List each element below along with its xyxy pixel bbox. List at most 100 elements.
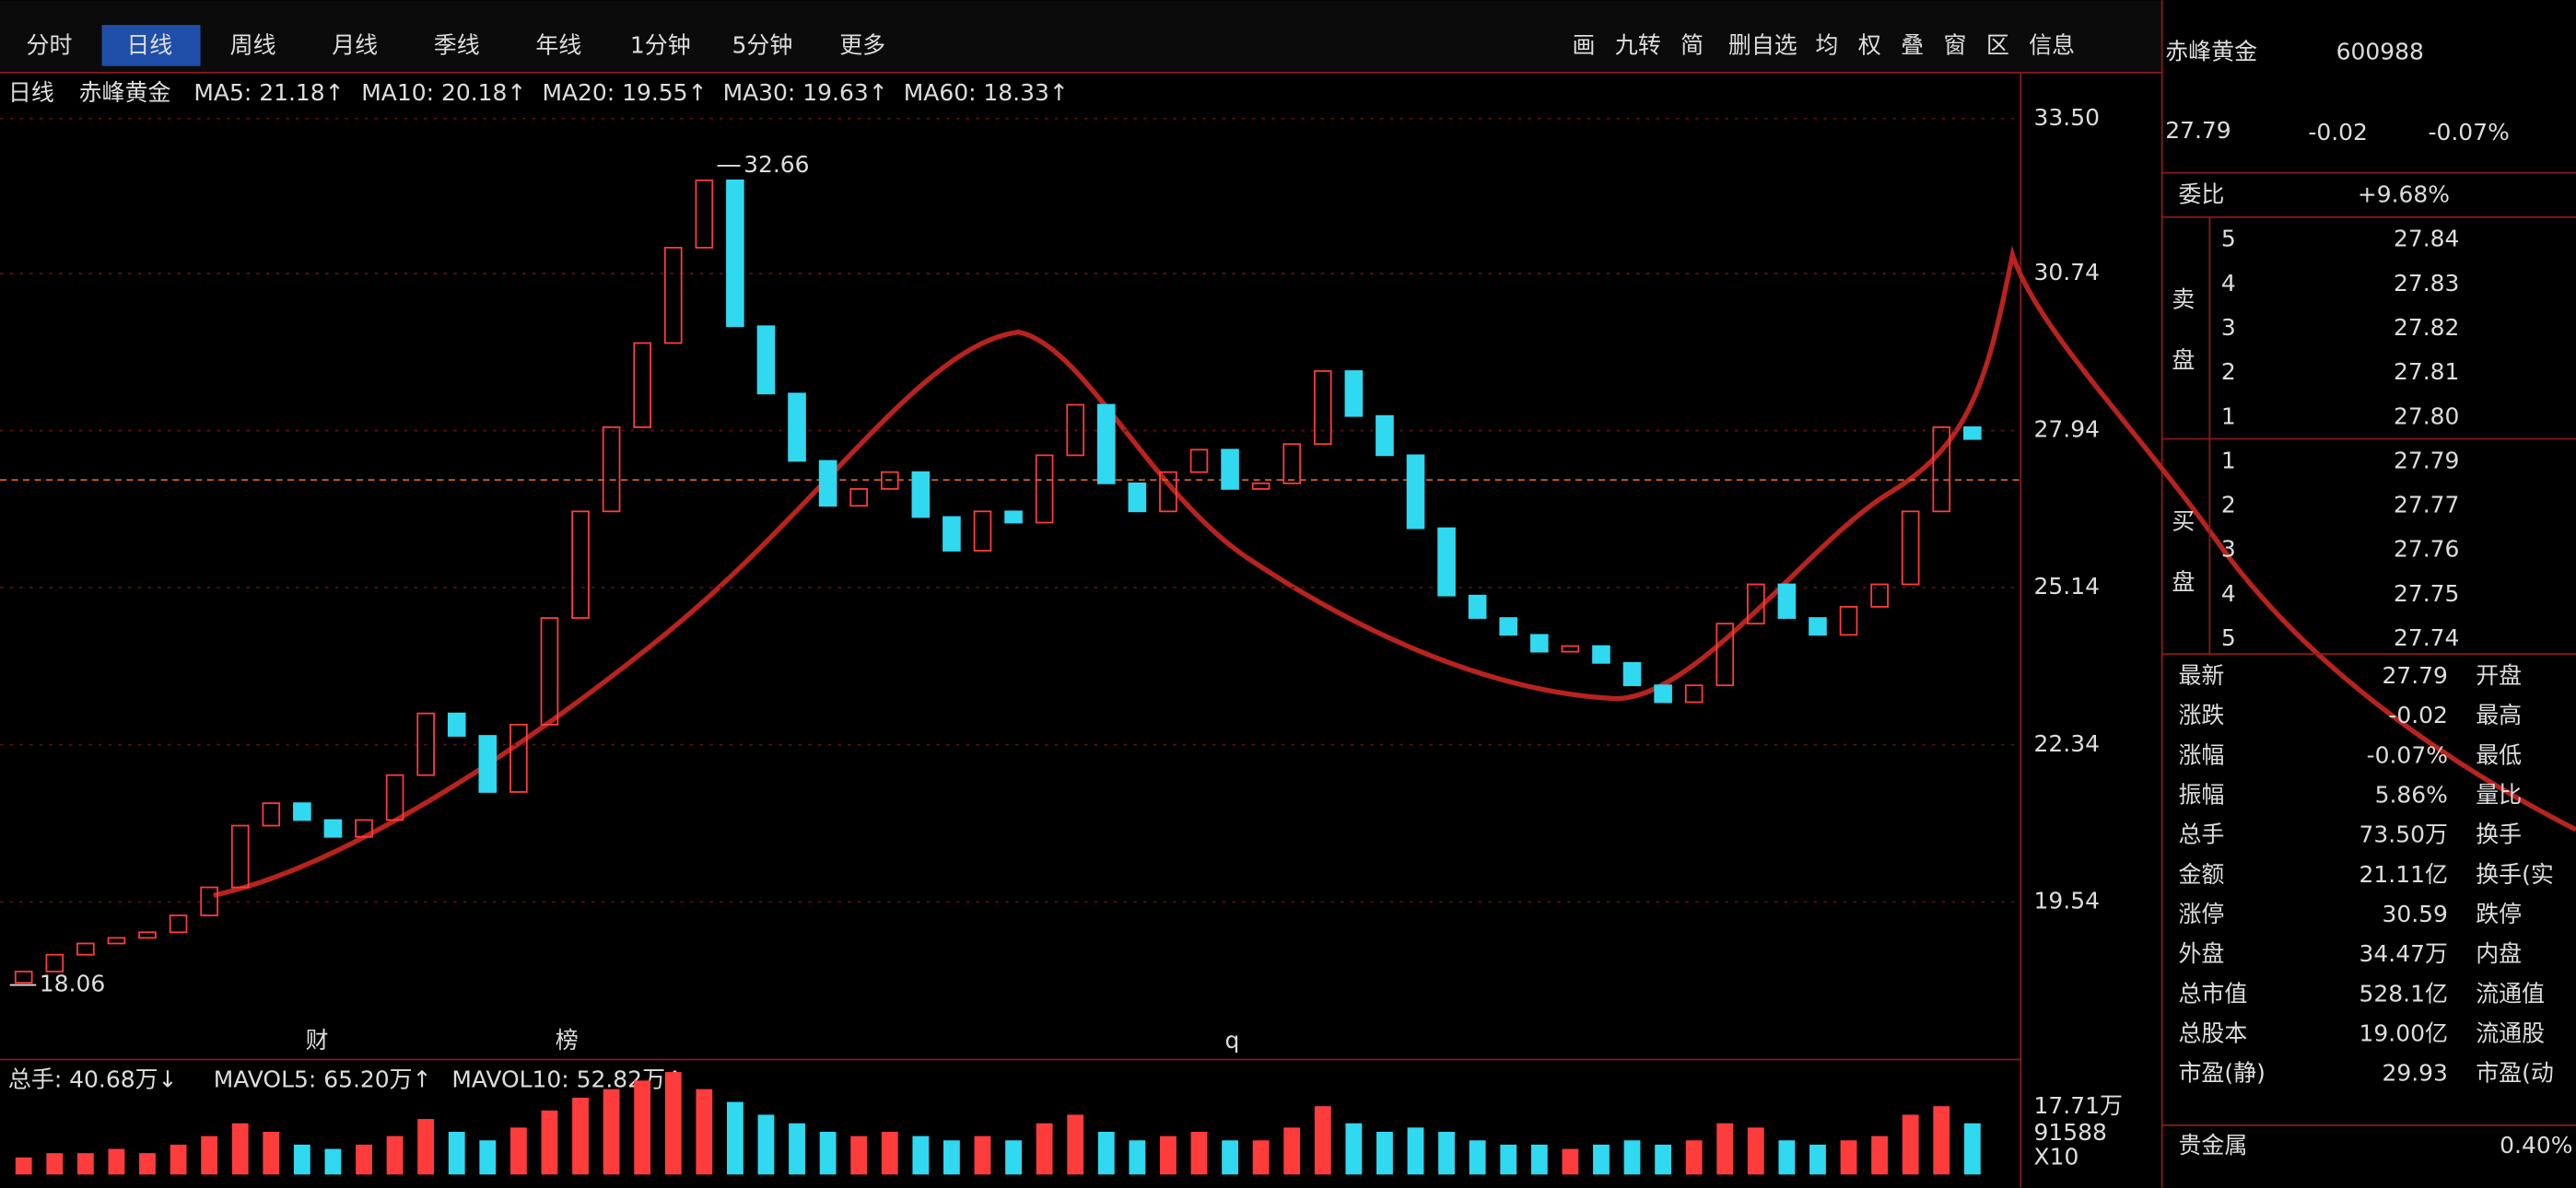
tab[interactable]: 季线 bbox=[434, 31, 480, 58]
volume-bar bbox=[1593, 1144, 1610, 1175]
stat-label: 量比 bbox=[2476, 782, 2522, 809]
candle bbox=[1221, 448, 1239, 490]
ma-legend: MA10: 20.18↑ bbox=[361, 79, 526, 106]
level-price: 27.84 bbox=[2394, 226, 2459, 252]
y-tick-label: 33.50 bbox=[2034, 104, 2100, 131]
volume-bar bbox=[1469, 1140, 1486, 1175]
side-label: 买 bbox=[2172, 507, 2195, 534]
tab[interactable]: 年线 bbox=[535, 31, 581, 58]
stat-label: 内盘 bbox=[2476, 940, 2522, 967]
candle bbox=[478, 735, 498, 793]
tab[interactable]: 月线 bbox=[332, 31, 378, 58]
volume-bar bbox=[46, 1153, 64, 1175]
volume-bar bbox=[1067, 1114, 1084, 1175]
candle bbox=[1715, 623, 1735, 687]
candle bbox=[1128, 482, 1147, 513]
candle bbox=[602, 426, 621, 513]
tab[interactable]: 更多 bbox=[839, 31, 885, 58]
candle bbox=[200, 886, 218, 916]
volume-bar bbox=[1005, 1140, 1022, 1175]
volume-bar bbox=[1407, 1127, 1424, 1175]
stat-value: 29.93 bbox=[2382, 1060, 2447, 1087]
quote-change: -0.02 bbox=[2308, 119, 2368, 146]
tool[interactable]: 九转 bbox=[1615, 31, 1661, 58]
tab[interactable]: 1分钟 bbox=[630, 31, 691, 58]
candle bbox=[1468, 594, 1487, 619]
volume-bar bbox=[1345, 1123, 1363, 1175]
stat-label: 流通值 bbox=[2476, 980, 2545, 1007]
candle bbox=[76, 942, 95, 956]
volume-bar bbox=[1747, 1127, 1764, 1175]
candle bbox=[230, 824, 250, 889]
candle bbox=[355, 819, 373, 838]
volume-bar bbox=[1283, 1127, 1301, 1175]
level: 2 bbox=[2221, 358, 2236, 385]
volume-bar bbox=[1129, 1140, 1146, 1175]
tool[interactable]: 窗 bbox=[1943, 31, 1966, 58]
candle bbox=[1870, 583, 1889, 608]
side-label: 卖 bbox=[2172, 286, 2195, 313]
candle bbox=[1344, 370, 1364, 417]
level-price: 27.81 bbox=[2394, 358, 2459, 385]
stat-label: 涨跌 bbox=[2178, 702, 2224, 728]
tool[interactable]: 区 bbox=[1986, 31, 2009, 58]
candle bbox=[633, 342, 651, 428]
tool[interactable]: 画 bbox=[1572, 31, 1595, 58]
toolbar bbox=[0, 0, 2162, 73]
period: 日线 bbox=[8, 79, 54, 106]
tool[interactable]: 叠 bbox=[1901, 31, 1924, 58]
y-tick-label: 22.34 bbox=[2034, 730, 2100, 757]
candle bbox=[1901, 510, 1920, 586]
ma-legend: MA20: 19.55↑ bbox=[542, 79, 707, 106]
candle bbox=[169, 914, 188, 934]
volume-bar bbox=[1655, 1144, 1672, 1175]
candle bbox=[571, 510, 590, 619]
y-tick-label: 25.14 bbox=[2034, 573, 2100, 600]
volume-legend: MAVOL5: 65.20万↑ bbox=[214, 1066, 432, 1093]
tool[interactable]: 权 bbox=[1858, 31, 1881, 58]
volume-bar bbox=[572, 1097, 589, 1175]
volume-bar bbox=[1438, 1131, 1456, 1175]
volume-bar bbox=[201, 1136, 218, 1175]
level: 2 bbox=[2221, 492, 2236, 518]
y-tick-label: 27.94 bbox=[2034, 416, 2100, 443]
volume-bar bbox=[1036, 1123, 1053, 1175]
tab[interactable]: 分时 bbox=[27, 31, 73, 58]
volume-bar bbox=[974, 1136, 991, 1175]
candle bbox=[788, 392, 806, 462]
tool[interactable]: 删自选 bbox=[1728, 31, 1797, 58]
tab[interactable]: 日线 bbox=[126, 31, 172, 58]
candle bbox=[1809, 617, 1827, 636]
candle bbox=[1282, 443, 1302, 484]
level-price: 27.76 bbox=[2394, 536, 2459, 563]
candle bbox=[1437, 527, 1456, 597]
volume-bar bbox=[1376, 1131, 1393, 1175]
tool[interactable]: 简 bbox=[1680, 31, 1704, 58]
volume-bar bbox=[170, 1144, 187, 1175]
candle bbox=[1654, 684, 1672, 704]
volume-bar bbox=[1685, 1140, 1703, 1175]
candle bbox=[1313, 370, 1332, 446]
level: 5 bbox=[2221, 624, 2236, 651]
volume-bar bbox=[943, 1140, 960, 1175]
level-price: 27.79 bbox=[2394, 447, 2459, 473]
volume-bar bbox=[1716, 1123, 1734, 1175]
volume-legend: 总手: 40.68万↓ bbox=[8, 1066, 178, 1093]
tab[interactable]: 5分钟 bbox=[732, 31, 792, 58]
stat-label: 最新 bbox=[2178, 662, 2224, 689]
volume-bar bbox=[1902, 1114, 1919, 1175]
stat-value: 19.00亿 bbox=[2359, 1019, 2448, 1046]
tool[interactable]: 信息 bbox=[2029, 31, 2075, 58]
volume-bar bbox=[541, 1110, 558, 1175]
volume-bar bbox=[1623, 1140, 1641, 1175]
volume-bar bbox=[1222, 1140, 1238, 1175]
stat-value: 5.86% bbox=[2375, 782, 2448, 809]
stat-label: 总市值 bbox=[2178, 980, 2247, 1007]
volume-bar bbox=[356, 1144, 372, 1175]
stock-name: 赤峰黄金 bbox=[79, 79, 171, 106]
tab[interactable]: 周线 bbox=[230, 31, 276, 58]
tool[interactable]: 均 bbox=[1815, 31, 1838, 58]
level: 5 bbox=[2221, 226, 2236, 252]
candle bbox=[849, 488, 868, 507]
